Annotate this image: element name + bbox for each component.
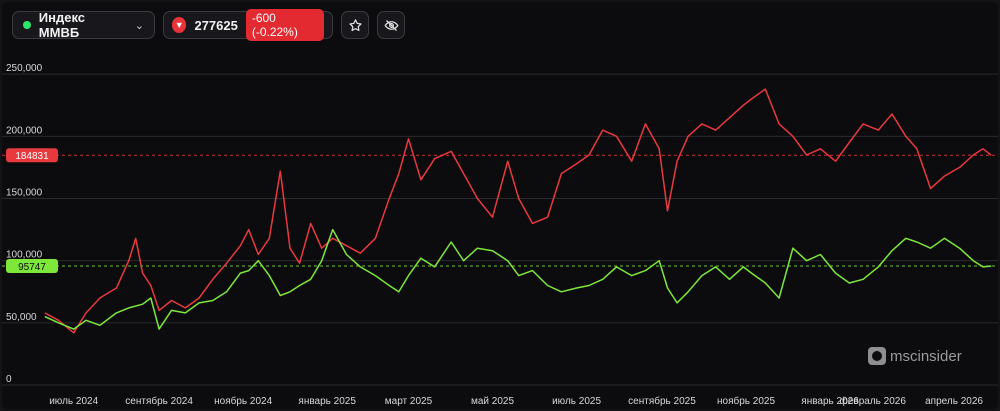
- brand-logo-icon: [868, 347, 886, 365]
- x-tick-label: июль 2024: [49, 396, 98, 407]
- y-tick-label: 200,000: [6, 125, 43, 136]
- green-series-line: [44, 228, 992, 330]
- grid-lines: [2, 73, 998, 386]
- hide-button[interactable]: [377, 11, 405, 39]
- y-tick-label: 0: [6, 374, 12, 385]
- x-tick-label: июль 2025: [552, 396, 601, 407]
- x-tick-label: январь 2025: [298, 396, 356, 407]
- x-tick-label: сентябрь 2025: [628, 395, 696, 407]
- x-tick-label: сентябрь 2024: [125, 395, 193, 407]
- down-arrow-icon: ▼: [172, 17, 187, 33]
- red-series-line: [44, 88, 992, 334]
- last-value-lines: [2, 154, 998, 267]
- price-display: ▼ 277625 -600 (-0.22%): [163, 9, 333, 41]
- x-tick-label: апрель 2026: [925, 396, 983, 407]
- last-price: 277625: [194, 17, 238, 33]
- x-tick-label: январь 2026: [801, 396, 859, 407]
- last-value-badges: 184831 95747: [6, 148, 58, 273]
- y-tick-label: 50,000: [6, 312, 37, 323]
- last-value-label: 95747: [18, 262, 46, 273]
- x-tick-label: май 2025: [471, 396, 514, 407]
- red-last-value-badge: [6, 148, 58, 163]
- last-value-label: 184831: [15, 151, 49, 162]
- y-tick-label: 150,000: [6, 188, 43, 199]
- y-tick-label: 250,000: [6, 63, 43, 74]
- favorite-button[interactable]: [341, 11, 369, 39]
- series-lines: [44, 88, 992, 334]
- brand-watermark: mscinsider: [868, 347, 962, 365]
- x-axis-labels: июль 2024 сентябрь 2024 ноябрь 2024 январь …: [49, 395, 983, 407]
- chevron-down-icon: ⌄: [134, 19, 144, 32]
- index-name: Индекс ММВБ: [38, 10, 86, 40]
- eye-off-icon: [384, 19, 398, 31]
- chart-toolbar: Индекс ММВБ ⌄ ▼ 277625 -600 (-0.22%): [12, 9, 405, 41]
- brand-name: mscinsider: [890, 347, 962, 365]
- index-selector[interactable]: Индекс ММВБ ⌄: [12, 10, 155, 40]
- x-tick-label: март 2025: [385, 396, 433, 407]
- x-tick-label: февраль 2026: [840, 395, 907, 407]
- y-tick-label: 100,000: [6, 250, 43, 261]
- live-status-dot: [23, 21, 31, 29]
- price-change-badge: -600 (-0.22%): [245, 9, 324, 41]
- green-last-value-badge: [6, 258, 58, 273]
- x-tick-label: ноябрь 2025: [717, 395, 775, 407]
- y-axis-labels: 250,000 200,000 150,000 100,000 50,000 0: [6, 63, 43, 385]
- x-tick-label: ноябрь 2024: [214, 395, 272, 407]
- star-icon: [348, 18, 362, 31]
